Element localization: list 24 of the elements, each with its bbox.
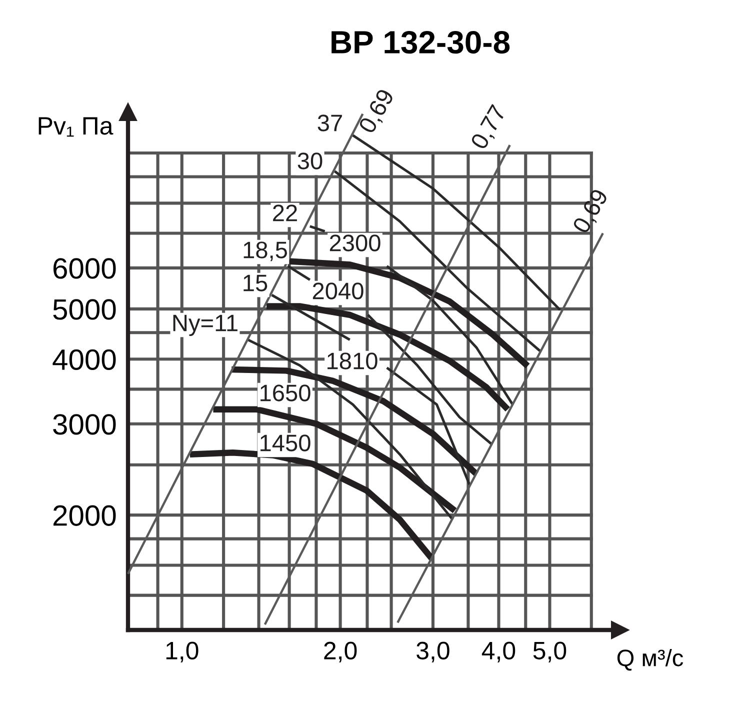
x-tick-label: 2,0: [324, 642, 357, 662]
annotation: Nу=11: [173, 314, 238, 336]
x-axis-title: Q м³/с: [617, 648, 684, 671]
x-tick-label: 4,0: [482, 642, 516, 662]
annotation: 15: [244, 274, 268, 292]
annotation: 18,5: [244, 242, 287, 262]
annotation: 2300: [330, 234, 380, 252]
y-tick-label: 2000: [53, 505, 116, 526]
y-tick-label: 4000: [52, 349, 116, 370]
annotation: 1450: [260, 434, 310, 452]
annotation: 1650: [260, 384, 310, 402]
y-axis-title: Pv₁ Па: [38, 117, 114, 137]
y-tick-label: 5000: [53, 299, 116, 320]
annotation: 30: [298, 152, 322, 170]
annotation: 37: [318, 114, 342, 132]
x-tick-label: 3,0: [416, 642, 450, 662]
annotation: 22: [273, 204, 297, 222]
chart-title: ВР 132-30-8: [332, 30, 510, 54]
y-tick-label: 6000: [53, 258, 116, 279]
x-tick-label: 5,0: [533, 642, 566, 662]
x-tick-label: 1,0: [166, 642, 198, 662]
annotation: 2040: [312, 282, 364, 300]
annotation: 1810: [328, 352, 378, 370]
y-tick-label: 3000: [53, 414, 116, 435]
